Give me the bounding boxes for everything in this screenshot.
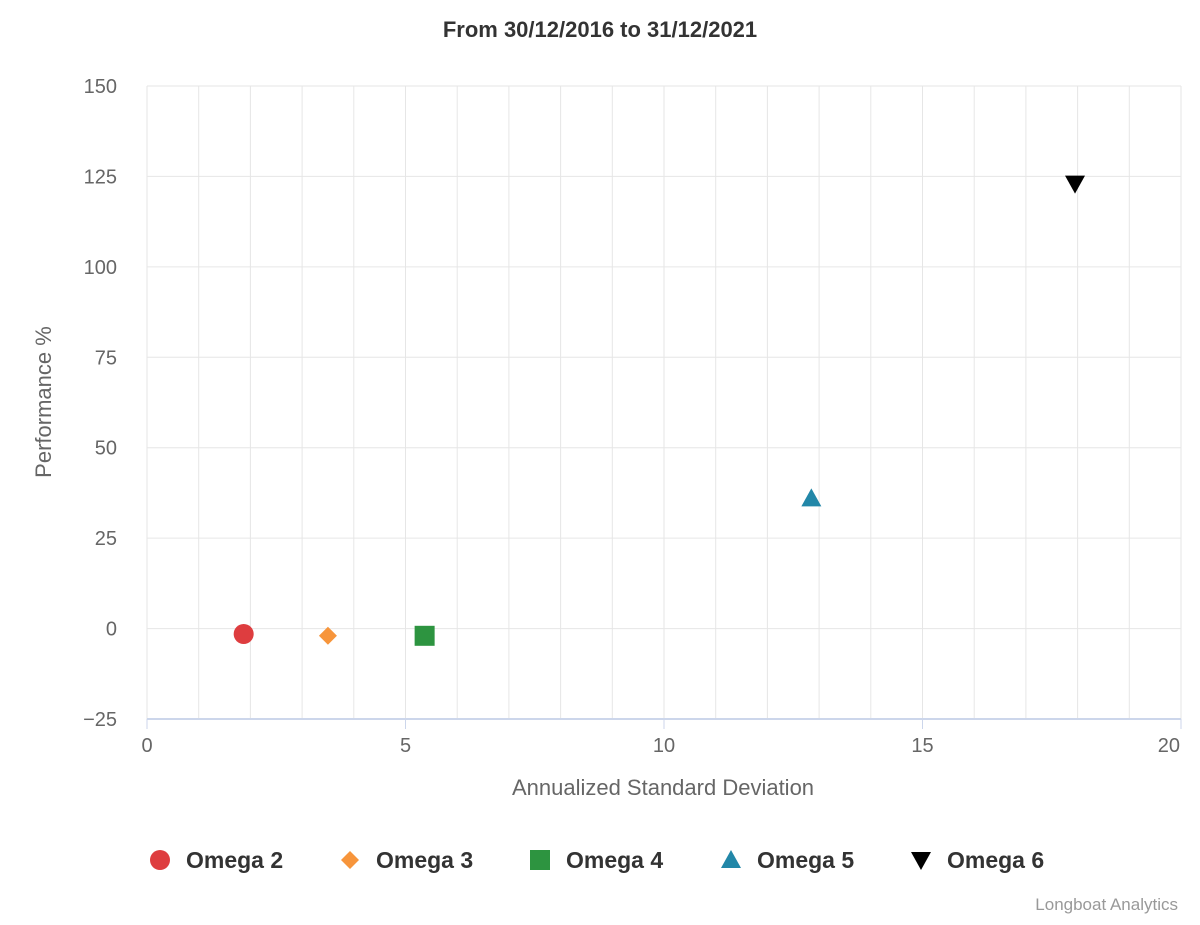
grid [146, 85, 1182, 720]
x-tick-label: 20 [1158, 735, 1180, 757]
legend-marker [530, 850, 550, 870]
legend-item[interactable]: Omega 5 [721, 847, 854, 873]
legend-label: Omega 4 [566, 847, 663, 873]
chart-title: From 30/12/2016 to 31/12/2021 [443, 17, 757, 42]
legend: Omega 2 Omega 3 Omega 4 Omega 5 Omega 6 [150, 847, 1044, 873]
axes: 0 5 10 15 20 −25 0 25 50 75 100 125 150 [83, 76, 1182, 757]
credit-text[interactable]: Longboat Analytics [1035, 895, 1178, 914]
y-tick-label: 125 [84, 166, 117, 188]
x-tick-label: 0 [141, 735, 152, 757]
x-axis-title: Annualized Standard Deviation [512, 775, 814, 800]
data-point [233, 623, 254, 644]
y-tick-label: 50 [95, 438, 117, 460]
y-tick-label: 100 [84, 257, 117, 279]
legend-item[interactable]: Omega 4 [530, 847, 663, 873]
data-point [1065, 175, 1086, 194]
y-tick-label: −25 [83, 709, 117, 731]
x-tick-label: 5 [400, 735, 411, 757]
y-axis-title: Performance % [31, 326, 56, 478]
legend-marker [721, 850, 741, 868]
legend-marker [341, 851, 359, 869]
y-tick-label: 75 [95, 347, 117, 369]
y-tick-label: 0 [106, 619, 117, 641]
y-tick-label: 150 [84, 76, 117, 98]
legend-item[interactable]: Omega 2 [150, 847, 283, 873]
legend-label: Omega 5 [757, 847, 854, 873]
data-points [233, 175, 1086, 646]
x-tick-label: 10 [653, 735, 675, 757]
y-tick-label: 25 [95, 528, 117, 550]
x-tick-label: 15 [911, 735, 933, 757]
data-point [801, 488, 822, 507]
legend-item[interactable]: Omega 3 [341, 847, 473, 873]
legend-label: Omega 6 [947, 847, 1044, 873]
data-point [318, 626, 337, 645]
legend-label: Omega 2 [186, 847, 283, 873]
legend-marker [911, 852, 931, 870]
legend-item[interactable]: Omega 6 [911, 847, 1044, 873]
legend-label: Omega 3 [376, 847, 473, 873]
legend-marker [150, 850, 170, 870]
data-point [414, 625, 435, 646]
